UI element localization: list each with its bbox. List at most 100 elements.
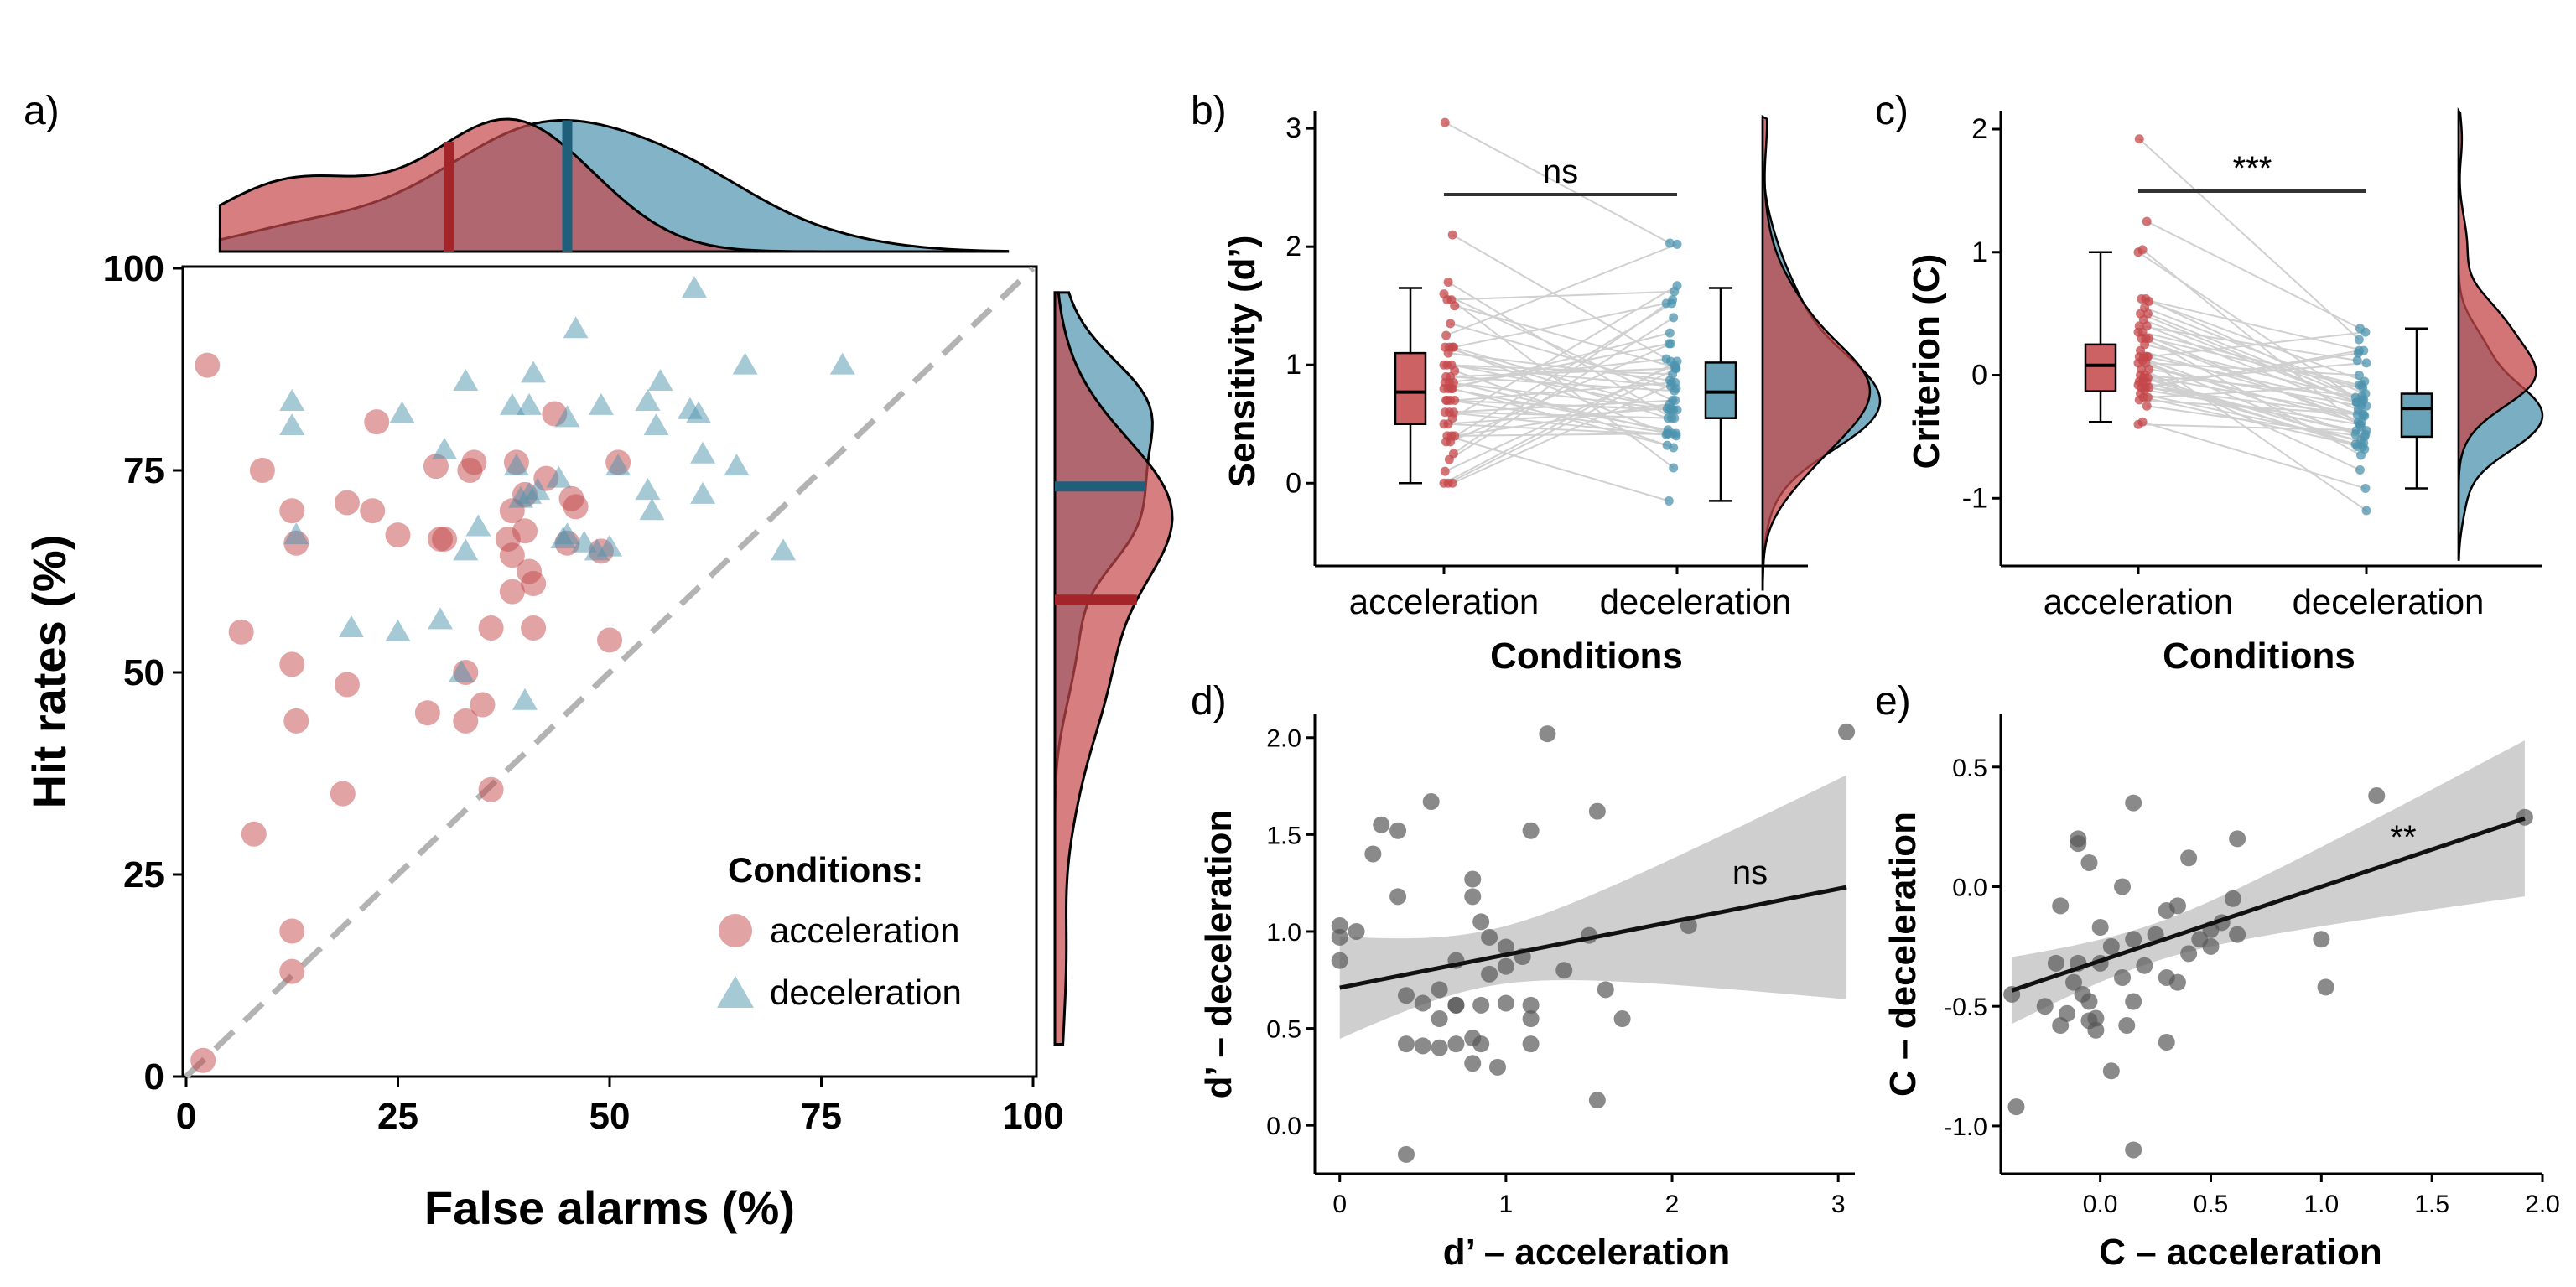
d-point xyxy=(1539,725,1556,743)
d-point xyxy=(1397,1035,1415,1053)
c-y-axis-label: Criterion (C) xyxy=(1906,254,1947,470)
e-point xyxy=(2125,993,2142,1010)
a-x-tick-label: 100 xyxy=(1002,1096,1063,1137)
c-point-deceleration xyxy=(2354,371,2364,381)
e-point xyxy=(2080,854,2098,871)
a-point-acceleration xyxy=(512,518,538,544)
d-x-tick-label: 0 xyxy=(1332,1191,1347,1218)
d-point xyxy=(1364,845,1382,863)
a-x-tick-label: 50 xyxy=(589,1096,631,1137)
b-box-acceleration xyxy=(1394,351,1427,426)
c-point-deceleration xyxy=(2356,450,2366,460)
b-point-acceleration xyxy=(1440,466,1450,476)
c-category-acceleration: acceleration xyxy=(2044,582,2233,621)
b-pair-line xyxy=(1449,381,1678,411)
a-point-deceleration xyxy=(554,405,580,428)
a-point-deceleration xyxy=(690,441,716,464)
b-point-deceleration xyxy=(1671,428,1681,439)
d-point xyxy=(1464,888,1482,906)
c-pair-line xyxy=(2144,374,2362,397)
a-point-deceleration xyxy=(724,454,750,476)
d-y-tick-label: 1.5 xyxy=(1266,822,1301,849)
e-point xyxy=(2136,957,2153,974)
d-point xyxy=(1447,1035,1465,1053)
d-point xyxy=(1522,822,1540,839)
a-legend-deceleration-label: deceleration xyxy=(770,973,962,1012)
b-point-deceleration xyxy=(1669,463,1679,473)
b-pair-line xyxy=(1444,346,1669,419)
a-point-deceleration xyxy=(605,454,631,476)
a-point-acceleration xyxy=(499,579,525,605)
c-y-tick-label: 0 xyxy=(1971,360,1987,392)
b-point-deceleration xyxy=(1664,405,1674,415)
d-point xyxy=(1497,938,1514,956)
c-box-acceleration xyxy=(2084,343,2117,392)
a-point-deceleration xyxy=(571,530,597,553)
a-point-acceleration xyxy=(432,526,458,552)
a-point-deceleration xyxy=(647,368,673,391)
a-identity-line xyxy=(184,266,1036,1079)
a-point-deceleration xyxy=(432,437,458,459)
e-point xyxy=(2168,973,2186,991)
e-x-tick-label: 1.0 xyxy=(2303,1191,2339,1218)
d-x-tick-label: 1 xyxy=(1499,1191,1514,1218)
a-point-acceleration xyxy=(470,692,496,718)
d-point xyxy=(1613,1010,1631,1028)
b-point-deceleration xyxy=(1665,328,1675,338)
c-pair-line xyxy=(2145,337,2362,456)
b-point-deceleration xyxy=(1664,496,1674,506)
b-category-deceleration: deceleration xyxy=(1600,582,1792,621)
a-point-deceleration xyxy=(389,401,415,423)
a-legend-title: Conditions: xyxy=(728,850,923,890)
a-point-acceleration xyxy=(364,409,390,435)
d-point xyxy=(1464,870,1482,888)
d-point xyxy=(1588,1092,1606,1109)
d-point xyxy=(1522,996,1540,1014)
c-point-deceleration xyxy=(2352,355,2362,366)
c-pair-line xyxy=(2142,355,2367,511)
d-point xyxy=(1680,917,1697,935)
c-pair-line xyxy=(2142,249,2362,428)
e-point xyxy=(2224,890,2241,907)
c-point-acceleration xyxy=(2134,134,2144,144)
d-point xyxy=(1389,822,1407,839)
e-point xyxy=(2007,1098,2025,1116)
b-point-deceleration xyxy=(1664,339,1674,349)
a-point-deceleration xyxy=(635,478,661,501)
b-violin-acceleration xyxy=(1761,114,1872,591)
e-point xyxy=(2180,945,2198,963)
a-point-acceleration xyxy=(597,627,622,653)
c-category-deceleration: deceleration xyxy=(2293,582,2485,621)
d-point xyxy=(1348,922,1365,940)
b-significance-label: ns xyxy=(1543,153,1578,190)
c-point-deceleration xyxy=(2361,506,2371,516)
d-point xyxy=(1522,1035,1540,1053)
c-pair-line xyxy=(2143,396,2363,448)
b-pair-line xyxy=(1452,346,1670,411)
d-point xyxy=(1331,952,1348,969)
a-point-deceleration xyxy=(588,392,614,415)
a-x-tick-label: 75 xyxy=(801,1096,842,1137)
c-point-deceleration xyxy=(2359,345,2369,355)
d-point xyxy=(1331,928,1348,946)
d-point xyxy=(1414,1037,1431,1055)
b-point-acceleration xyxy=(1440,117,1450,127)
a-density-y-acceleration xyxy=(1053,291,1174,1046)
c-y-tick-label: -1 xyxy=(1962,482,1987,514)
d-x-axis-label: d’ – acceleration xyxy=(1443,1232,1730,1273)
panel-e: e) 0.0 0.5 1.0 1.5 2.0 -1.0 -0.5 0.0 0.5 ** C – a… xyxy=(1875,679,2560,1273)
b-pair-line xyxy=(1454,402,1670,437)
a-point-deceleration xyxy=(554,522,580,545)
e-point xyxy=(2516,808,2533,826)
a-y-tick-label: 25 xyxy=(123,854,164,895)
a-point-acceleration xyxy=(478,615,504,641)
d-point xyxy=(1597,981,1614,999)
b-y-axis-label: Sensitivity (d’) xyxy=(1222,236,1263,488)
b-pair-line xyxy=(1445,411,1677,437)
a-marginal-density-y xyxy=(1053,291,1174,1046)
b-point-deceleration xyxy=(1662,428,1672,439)
e-point xyxy=(2317,978,2334,996)
b-point-acceleration xyxy=(1446,360,1457,370)
e-significance-label: ** xyxy=(2390,819,2416,856)
a-point-deceleration xyxy=(283,522,309,545)
